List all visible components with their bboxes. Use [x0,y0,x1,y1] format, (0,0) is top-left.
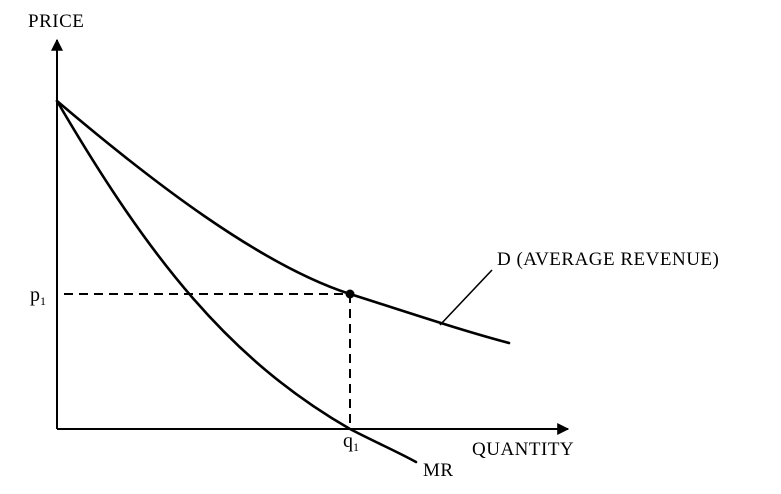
equilibrium-point [345,289,355,299]
marginal-revenue-curve [55,99,418,464]
price-tick-label: p1 [30,284,46,308]
demand-curve-label: D (AVERAGE REVENUE) [497,249,719,270]
mr-curve-label: MR [423,460,454,481]
y-axis-label: PRICE [28,11,84,32]
demand-curve [55,99,511,345]
x-axis-label: QUANTITY [472,439,574,460]
quantity-tick-label: q1 [343,430,359,454]
demand-label-leader [439,269,493,326]
